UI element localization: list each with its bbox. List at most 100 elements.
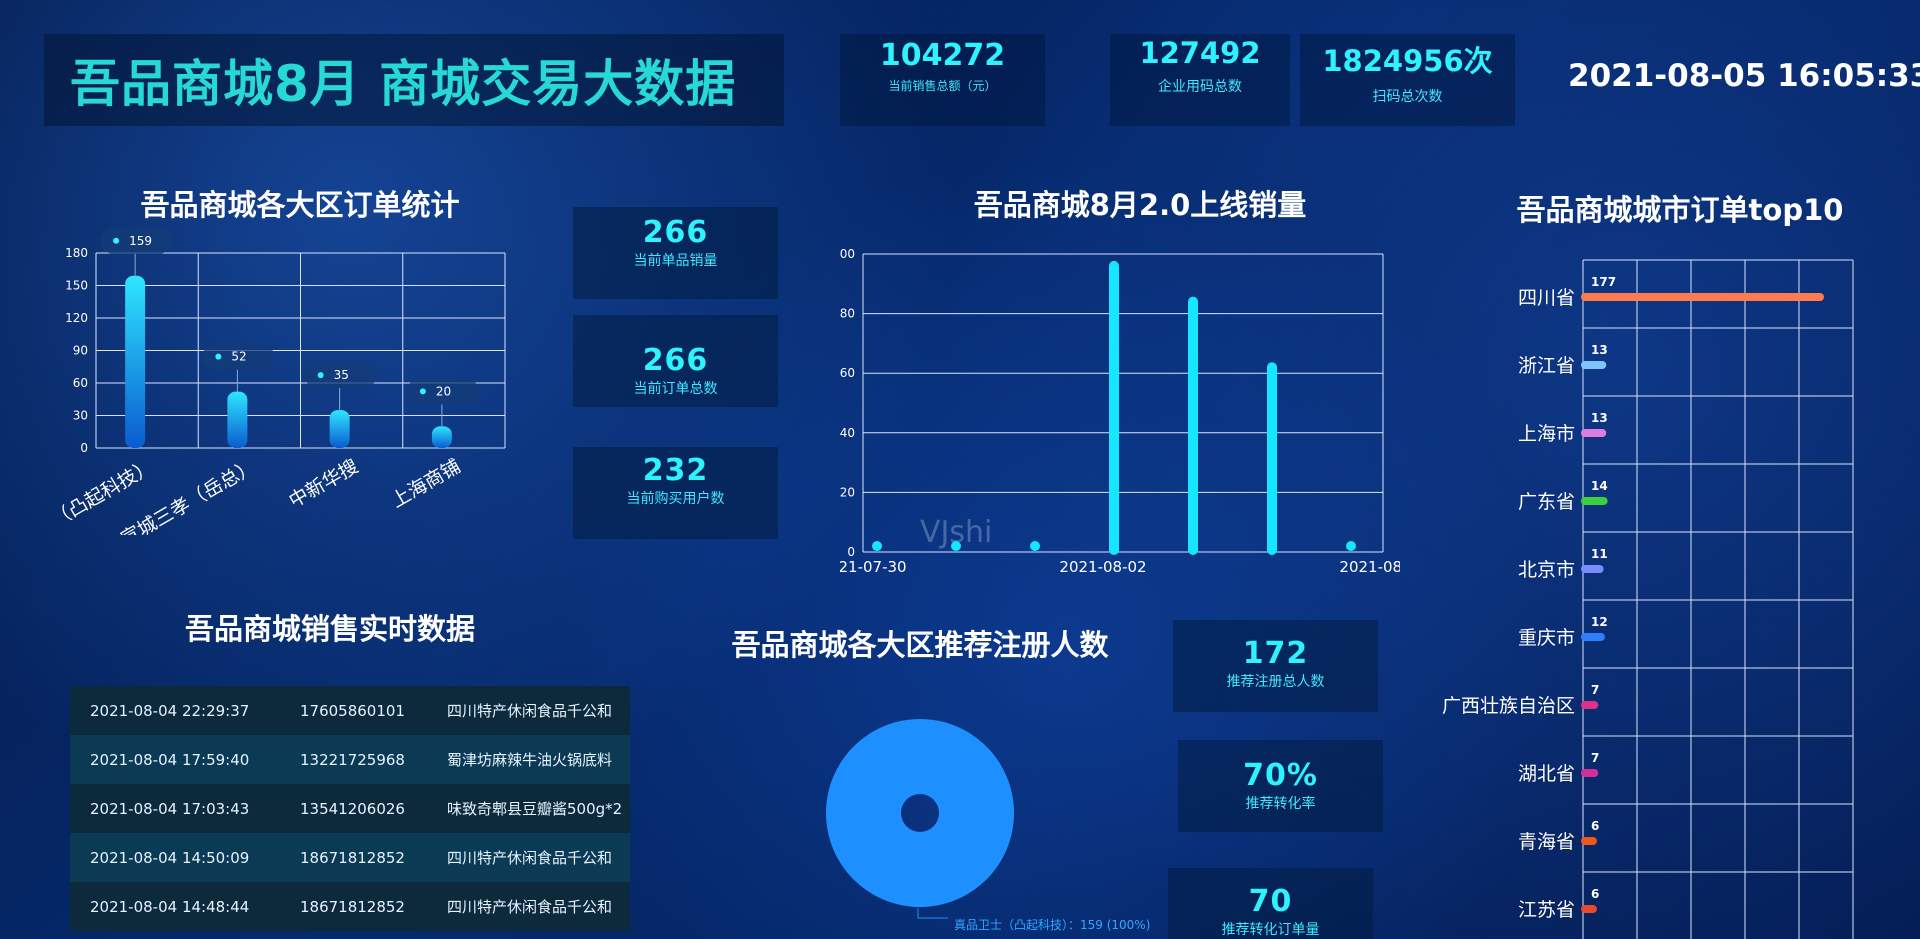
table-row: 2021-08-04 14:50:09 18671812852 四川特产休闲食品千公… (70, 833, 630, 882)
product-cell: 四川特产休闲食品千公和 (447, 849, 613, 867)
data-label: 20 (436, 384, 451, 398)
table-row: 2021-08-04 17:03:43 13541206026 味致奇郫县豆瓣酱50… (70, 784, 630, 833)
y-tick-label: 0 (80, 441, 88, 455)
data-label: 177 (1591, 275, 1616, 289)
realtime-table-wrap: 2021-08-04 22:29:37 17605860101 四川特产休闲食品千公… (70, 686, 630, 939)
y-category-label: 上海市 (1518, 423, 1575, 445)
data-label: 6 (1591, 819, 1599, 833)
y-tick-label: 80 (840, 307, 855, 321)
region-orders-chart: 0306090120150180159（凸起科技）52宣城三孝（岳总）35中新华… (48, 227, 506, 535)
data-label: 13 (1591, 411, 1608, 425)
page-title: 吾品商城8月 商城交易大数据 (70, 55, 737, 113)
kpi-label: 当前购买用户数 (626, 491, 725, 507)
data-label: 6 (1591, 887, 1599, 901)
phone-cell: 18671812852 (300, 897, 405, 916)
y-category-label: 湖北省 (1518, 763, 1575, 785)
data-label: 13 (1591, 343, 1608, 357)
kpi-label: 当前单品销量 (633, 253, 718, 269)
x-tick-label: 上海商铺 (388, 455, 465, 512)
y-tick-label: 40 (840, 426, 855, 440)
data-label: 35 (334, 368, 349, 382)
bar (431, 426, 452, 448)
y-tick-label: 60 (73, 376, 88, 390)
realtime-title: 吾品商城销售实时数据 (184, 612, 475, 646)
kpi-value: 266 (642, 215, 709, 250)
label-dot (215, 353, 222, 360)
online-sales-title: 吾品商城8月2.0上线销量 (973, 188, 1307, 222)
y-category-label: 重庆市 (1518, 627, 1575, 649)
bar-point (1030, 541, 1040, 551)
kpi-value: 232 (642, 453, 709, 488)
x-tick-label: 2021-08-05 (1339, 558, 1400, 576)
slice-label: 真品卫士（凸起科技）：159 (100%) (954, 918, 1150, 932)
city-top10-chart: 四川省 177 浙江省 13 上海市 13 广东省 14 北京市 11 重庆市 12 广西壮族自治区 7 湖… (1442, 259, 1854, 939)
y-tick-label: 100 (840, 247, 855, 261)
referral-donut-chart: 真品卫士（凸起科技）：159 (100%) (826, 718, 1150, 932)
slice-leader (917, 908, 948, 919)
time-cell: 2021-08-04 17:59:40 (90, 750, 250, 769)
table-row: 2021-08-04 14:48:44 18671812852 四川特产休闲食品千公… (70, 882, 630, 931)
y-tick-label: 90 (73, 344, 88, 358)
title-panel (44, 34, 784, 126)
stat-label: 当前销售总额（元） (888, 79, 997, 93)
y-category-label: 四川省 (1518, 287, 1575, 309)
kpi-label: 推荐注册总人数 (1226, 674, 1325, 690)
y-tick-label: 20 (840, 485, 855, 499)
phone-cell: 17605860101 (300, 701, 405, 720)
product-cell: 四川特产休闲食品千公和 (447, 702, 613, 720)
bar (329, 410, 350, 448)
y-tick-label: 180 (65, 246, 88, 260)
bar-point (1346, 541, 1356, 551)
y-tick-label: 120 (65, 311, 88, 325)
kpi-label: 当前订单总数 (633, 381, 718, 397)
realtime-table: 2021-08-04 22:29:37 17605860101 四川特产休闲食品千公… (70, 686, 630, 931)
data-label: 11 (1591, 547, 1608, 561)
label-bubble (406, 378, 479, 405)
phone-cell: 13541206026 (300, 799, 405, 818)
kpi-referral-rate: 70% 推荐转化率 (1178, 740, 1383, 832)
x-tick-label: 2021-08-02 (1059, 558, 1146, 576)
y-category-label: 青海省 (1518, 831, 1575, 853)
kpi-value: 172 (1242, 636, 1309, 671)
time-cell: 2021-08-04 22:29:37 (90, 701, 250, 720)
x-tick-label: 中新华搜 (285, 455, 362, 512)
y-category-label: 浙江省 (1518, 355, 1575, 377)
bar-point (951, 541, 961, 551)
time-cell: 2021-08-04 14:48:44 (90, 897, 250, 916)
region-orders-title: 吾品商城各大区订单统计 (140, 188, 460, 222)
kpi-referral-orders: 70 推荐转化订单量 (1168, 868, 1373, 939)
stat-sales-total: 104272 当前销售总额（元） (840, 34, 1045, 126)
product-cell: 味致奇郫县豆瓣酱500g*2 (447, 800, 623, 818)
product-cell: 蜀津坊麻辣牛油火锅底料 (447, 751, 613, 769)
kpi-value: 70 (1248, 884, 1293, 919)
y-category-label: 北京市 (1518, 559, 1575, 581)
label-dot (419, 388, 426, 395)
label-bubble (304, 362, 377, 389)
stat-label: 扫码总次数 (1372, 89, 1443, 105)
product-cell: 四川特产休闲食品千公和 (447, 898, 613, 916)
stat-value: 104272 (879, 38, 1006, 73)
stat-scan-count: 1824956次 扫码总次数 (1300, 34, 1515, 126)
data-label: 52 (231, 350, 246, 364)
y-category-label: 广东省 (1518, 491, 1575, 513)
kpi-label: 推荐转化率 (1245, 796, 1316, 812)
y-tick-label: 30 (73, 409, 88, 423)
data-label: 7 (1591, 751, 1599, 765)
phone-cell: 18671812852 (300, 848, 405, 867)
pie-slice (826, 718, 1014, 908)
data-label: 159 (129, 234, 152, 248)
bar-point (872, 541, 882, 551)
bar (227, 391, 248, 448)
data-label: 7 (1591, 683, 1599, 697)
kpi-value: 70% (1243, 758, 1318, 793)
label-bubble (202, 343, 275, 370)
x-tick-label: 2021-07-30 (840, 558, 907, 576)
stat-value: 1824956次 (1322, 44, 1493, 78)
kpi-buyer-count: 232 当前购买用户数 (573, 447, 778, 539)
city-top10-title: 吾品商城城市订单top10 (1516, 193, 1844, 227)
kpi-referral-total: 172 推荐注册总人数 (1173, 620, 1378, 712)
online-sales-chart: 0 20 40 60 80 100 2021-07-30 2021-08-02 2021-08-… (840, 247, 1400, 576)
y-category-label: 江苏省 (1518, 899, 1575, 921)
data-label: 14 (1591, 479, 1608, 493)
phone-cell: 13221725968 (300, 750, 405, 769)
